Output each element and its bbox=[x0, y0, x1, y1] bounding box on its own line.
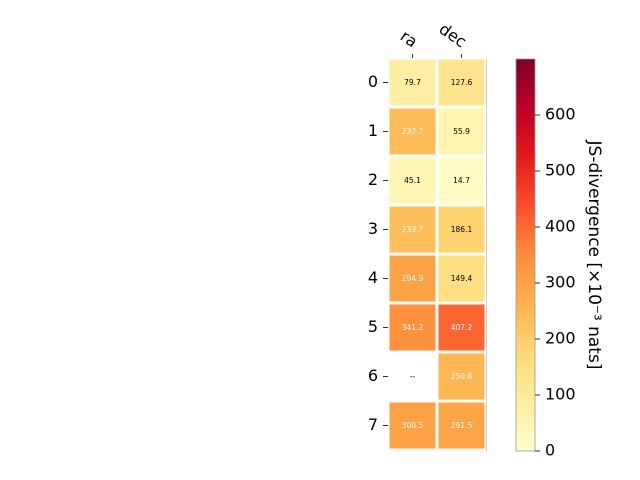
heatmap-cell bbox=[389, 402, 436, 449]
heatmap-cell bbox=[389, 255, 436, 302]
colorbar-tick-label: 500 bbox=[545, 161, 576, 180]
heatmap-cell bbox=[389, 157, 436, 204]
heatmap-cell bbox=[438, 353, 485, 400]
heatmap-cell bbox=[438, 304, 485, 351]
cell-value-label: 291.5 bbox=[451, 421, 473, 430]
heatmap-cell bbox=[438, 402, 485, 449]
cell-value-label: 186.1 bbox=[451, 225, 473, 234]
cell-value-label: 250.8 bbox=[451, 372, 473, 381]
colorbar-ticks: 0 100 200 300 400 500 600 bbox=[535, 105, 576, 460]
colorbar-tick-label: 100 bbox=[545, 385, 576, 404]
cell-value-label: 294.9 bbox=[402, 274, 424, 283]
y-axis-ticks: 0 1 2 3 4 5 6 7 bbox=[368, 72, 388, 434]
colorbar-label: JS-divergence [×10⁻³ nats] bbox=[584, 140, 604, 370]
y-tick-label: 4 bbox=[368, 268, 378, 287]
heatmap-cell bbox=[438, 59, 485, 106]
cell-value-label: 407.2 bbox=[451, 323, 473, 332]
cell-value-label: -- bbox=[410, 372, 416, 381]
x-tick-label: ra bbox=[397, 26, 421, 51]
heatmap-cell bbox=[389, 206, 436, 253]
cell-value-label: 79.7 bbox=[404, 78, 421, 87]
cell-value-label: 127.6 bbox=[451, 78, 473, 87]
colorbar-tick-label: 200 bbox=[545, 329, 576, 348]
cell-value-label: 149.4 bbox=[451, 274, 473, 283]
y-tick-label: 2 bbox=[368, 170, 378, 189]
y-tick-label: 3 bbox=[368, 219, 378, 238]
heatmap-cell bbox=[389, 304, 436, 351]
cell-value-label: 300.5 bbox=[402, 421, 424, 430]
cell-value-label: 233.7 bbox=[402, 225, 424, 234]
cell-value-label: 55.9 bbox=[453, 127, 470, 136]
y-tick-label: 0 bbox=[368, 72, 378, 91]
cell-value-label: 341.2 bbox=[402, 323, 424, 332]
y-tick-label: 5 bbox=[368, 317, 378, 336]
colorbar-tick-label: 300 bbox=[545, 273, 576, 292]
x-tick-label: dec bbox=[436, 19, 470, 51]
heatmap-cell bbox=[438, 255, 485, 302]
heatmap-cell bbox=[389, 108, 436, 155]
cell-labels: 79.7 127.6 237.7 55.9 45.1 14.7 233.7 186.1 294.… bbox=[402, 78, 473, 430]
heatmap-cell bbox=[438, 206, 485, 253]
heatmap-cell bbox=[389, 59, 436, 106]
cell-value-label: 45.1 bbox=[404, 176, 421, 185]
heatmap-cell bbox=[438, 157, 485, 204]
colorbar-tick-label: 600 bbox=[545, 105, 576, 124]
x-axis-ticks: ra dec bbox=[397, 19, 470, 58]
cell-value-label: 237.7 bbox=[402, 127, 424, 136]
colorbar bbox=[515, 58, 536, 452]
y-tick-label: 6 bbox=[368, 366, 378, 385]
heatmap-cell bbox=[438, 108, 485, 155]
colorbar-tick-label: 0 bbox=[545, 441, 555, 460]
y-tick-label: 7 bbox=[368, 415, 378, 434]
heatmap-cells bbox=[389, 59, 485, 449]
cell-value-label: 14.7 bbox=[453, 176, 470, 185]
y-tick-label: 1 bbox=[368, 121, 378, 140]
colorbar-tick-label: 400 bbox=[545, 217, 576, 236]
